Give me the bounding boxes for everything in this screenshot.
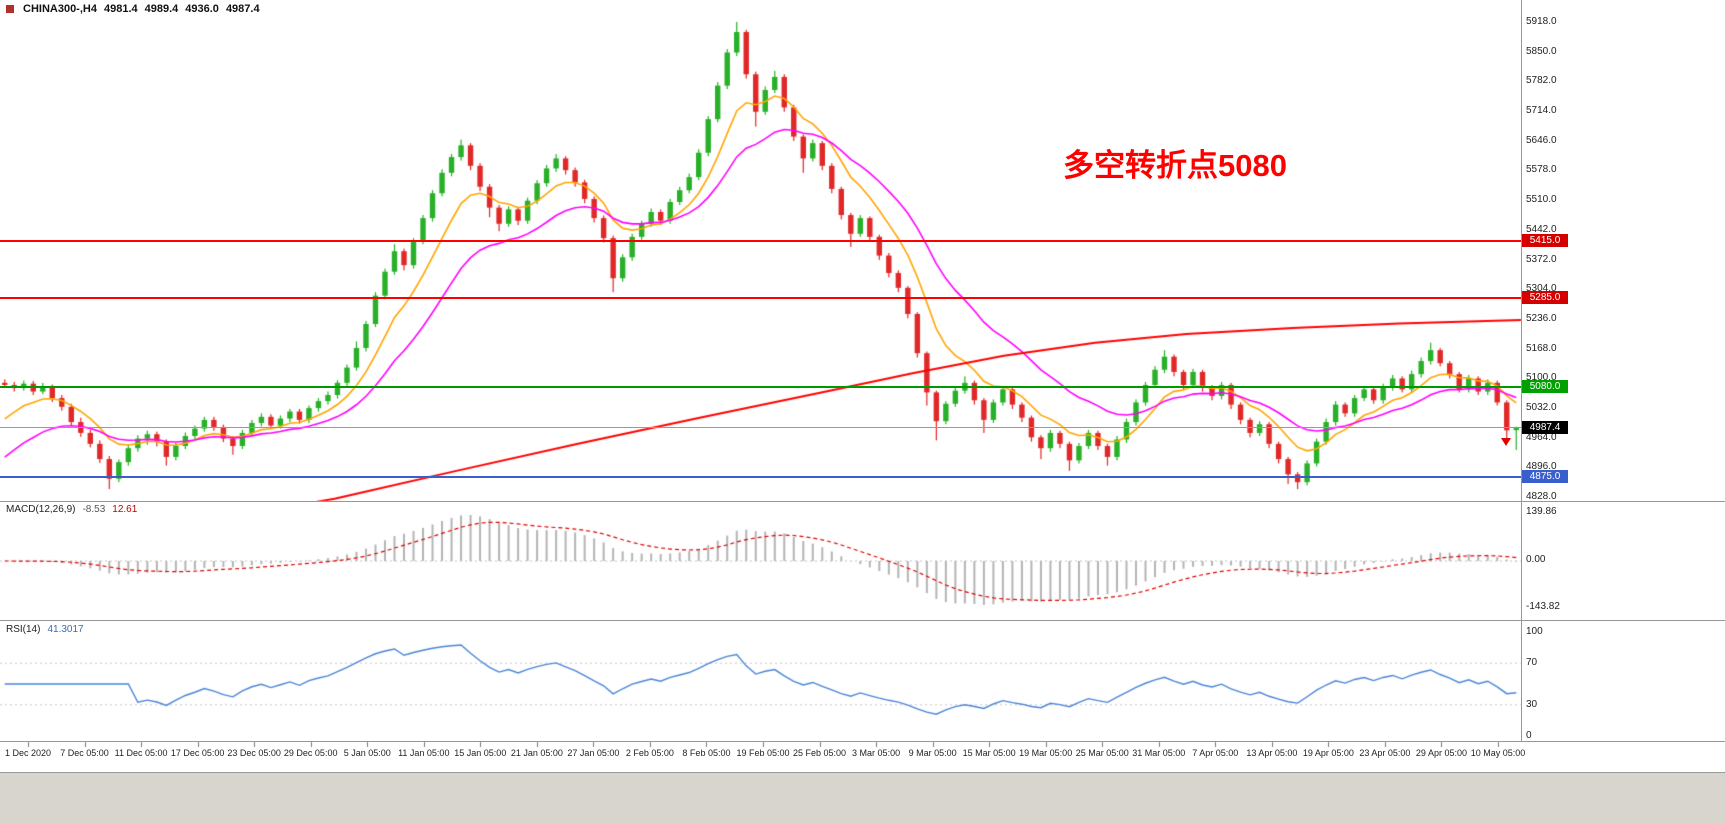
- macd-signal-value: 12.61: [112, 504, 138, 515]
- panel-separator-rsi-timeaxis: [0, 741, 1725, 742]
- macd-label: MACD(12,26,9): [6, 504, 76, 515]
- time-axis-label: 9 Mar 05:00: [908, 748, 957, 758]
- price-level-5080.0-badge: 5080.0: [1522, 380, 1568, 394]
- macd-axis-min: -143.82: [1526, 601, 1560, 612]
- rsi-axis-tick: 0: [1526, 730, 1532, 741]
- rsi-axis-tick: 30: [1526, 698, 1538, 710]
- price-axis-tick: 5714.0: [1526, 105, 1557, 117]
- time-axis-label: 25 Mar 05:00: [1075, 748, 1129, 758]
- time-axis-label: 23 Dec 05:00: [227, 748, 281, 758]
- time-axis-label: 8 Feb 05:00: [682, 748, 731, 758]
- time-axis-label: 2 Feb 05:00: [625, 748, 674, 758]
- macd-axis-max: 139.86: [1526, 506, 1557, 517]
- price-level-4875.0-badge: 4875.0: [1522, 469, 1568, 483]
- price-axis-tick: 5578.0: [1526, 164, 1557, 176]
- panel-separator-macd-rsi[interactable]: [0, 620, 1725, 621]
- price-axis-tick: 4964.0: [1526, 431, 1557, 443]
- ohlc-open: 4981.4: [103, 3, 138, 15]
- price-level-4875.0-line[interactable]: [0, 475, 1521, 478]
- price-axis-tick: 5032.0: [1526, 401, 1557, 413]
- time-axis-label: 19 Mar 05:00: [1019, 748, 1073, 758]
- rsi-pane-label: RSI(14) 41.3017: [6, 624, 84, 635]
- price-level-5080.0-line[interactable]: [0, 386, 1521, 389]
- ohlc-low: 4936.0: [185, 3, 219, 15]
- time-axis-label: 31 Mar 05:00: [1132, 748, 1186, 758]
- annotation-text[interactable]: 多空转折点5080: [1063, 148, 1287, 183]
- time-axis-label: 15 Jan 05:00: [454, 748, 507, 758]
- symbol-label: CHINA300-,H4: [23, 3, 97, 15]
- macd-value: -8.53: [82, 504, 106, 515]
- price-axis-tick: 5850.0: [1526, 45, 1557, 57]
- instrument-icon: [6, 5, 14, 13]
- price-axis-tick: 5304.0: [1526, 283, 1557, 295]
- rsi-value: 41.3017: [47, 624, 84, 635]
- price-axis-tick: 5510.0: [1526, 194, 1557, 206]
- time-axis-label: 29 Dec 05:00: [283, 748, 338, 758]
- price-level-5285.0-badge: 5285.0: [1522, 290, 1568, 304]
- macd-axis-zero: 0.00: [1526, 554, 1546, 565]
- price-axis-tick: 5236.0: [1526, 312, 1557, 324]
- price-axis-tick: 5782.0: [1526, 75, 1557, 87]
- symbol-header: CHINA300-,H4 4981.4 4989.4 4936.0 4987.4: [6, 3, 260, 15]
- rsi-axis-tick: 70: [1526, 657, 1538, 669]
- rsi-label: RSI(14): [6, 624, 41, 635]
- time-axis-label: 11 Jan 05:00: [398, 748, 450, 758]
- price-axis-tick: 5168.0: [1526, 342, 1557, 354]
- current-price-down-arrow-icon: [1501, 438, 1511, 446]
- time-axis-label: 13 Apr 05:00: [1246, 748, 1298, 758]
- time-axis-label: 29 Apr 05:00: [1415, 748, 1467, 758]
- time-axis-label: 3 Mar 05:00: [852, 748, 901, 758]
- rsi-axis-tick: 100: [1526, 626, 1543, 637]
- panel-separator-main-macd[interactable]: [0, 501, 1725, 502]
- time-axis-label: 7 Dec 05:00: [60, 748, 109, 758]
- time-axis-label: 5 Jan 05:00: [343, 748, 391, 758]
- ohlc-high: 4989.4: [144, 3, 179, 15]
- price-axis-tick: 5646.0: [1526, 134, 1557, 146]
- price-axis-tick: 5100.0: [1526, 372, 1557, 384]
- ohlc-close: 4987.4: [225, 3, 260, 15]
- time-axis-label: 25 Feb 05:00: [793, 748, 847, 758]
- price-level-5415.0-line[interactable]: [0, 240, 1521, 243]
- time-axis-label: 27 Jan 05:00: [567, 748, 620, 758]
- time-axis-label: 7 Apr 05:00: [1192, 748, 1239, 758]
- price-level-5285.0-line[interactable]: [0, 296, 1521, 299]
- time-axis-label: 19 Apr 05:00: [1302, 748, 1354, 758]
- macd-pane-label: MACD(12,26,9) -8.53 12.61: [6, 504, 137, 515]
- time-axis-label: 19 Feb 05:00: [736, 748, 790, 758]
- price-axis-tick: 5372.0: [1526, 253, 1557, 265]
- time-axis-label: 10 May 05:00: [1470, 748, 1526, 758]
- time-axis-label: 1 Dec 2020: [4, 748, 52, 758]
- time-axis-label: 17 Dec 05:00: [170, 748, 225, 758]
- time-axis-label: 21 Jan 05:00: [510, 748, 563, 758]
- current-price-line: [0, 427, 1521, 429]
- time-axis-label: 15 Mar 05:00: [962, 748, 1016, 758]
- time-axis-label: 11 Dec 05:00: [114, 748, 168, 758]
- current-price-badge: 4987.4: [1522, 420, 1568, 434]
- price-axis-tick: 5442.0: [1526, 223, 1557, 235]
- price-axis-tick: 5918.0: [1526, 16, 1557, 27]
- price-axis-separator: [1521, 0, 1522, 741]
- time-axis-label: 23 Apr 05:00: [1359, 748, 1411, 758]
- price-axis-tick: 4828.0: [1526, 491, 1557, 502]
- price-axis-tick: 4896.0: [1526, 461, 1557, 473]
- price-level-5415.0-badge: 5415.0: [1522, 234, 1568, 248]
- status-bar: [0, 772, 1725, 824]
